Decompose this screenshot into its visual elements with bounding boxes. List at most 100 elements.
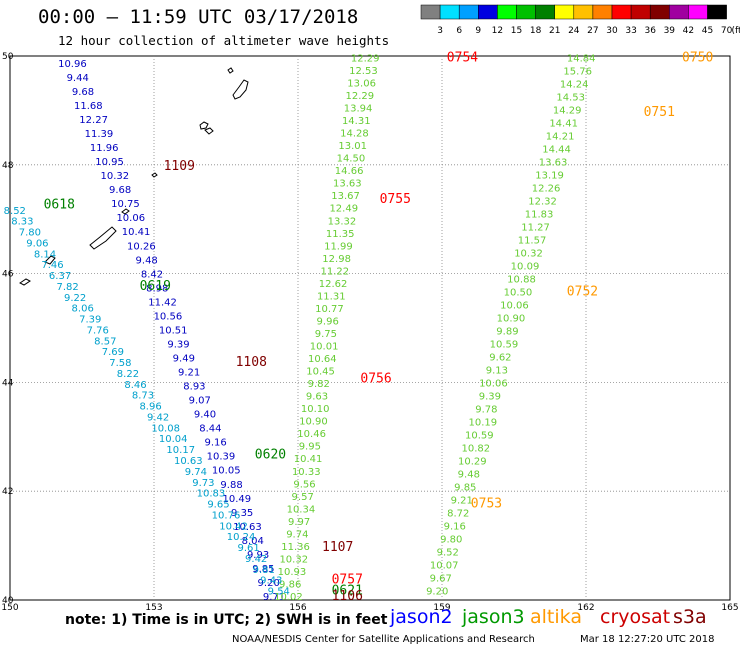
swh-value: 8.98 [146, 283, 168, 294]
legend-jason2: jason2 [390, 606, 453, 628]
swh-value: 11.39 [85, 129, 114, 140]
swh-value: 10.77 [315, 304, 344, 315]
swh-value: 10.83 [197, 489, 226, 500]
swh-value: 9.75 [315, 329, 337, 340]
colorbar-label: 21 [549, 26, 560, 36]
swh-value: 9.16 [205, 438, 227, 449]
swh-value: 8.14 [34, 249, 56, 260]
swh-value: 9.49 [173, 353, 195, 364]
swh-value: 9.62 [489, 353, 511, 364]
colorbar-label: 70 [721, 26, 733, 36]
swh-value: 10.34 [287, 504, 316, 515]
colorbar-label: 18 [530, 26, 542, 36]
swh-value: 10.07 [430, 561, 459, 572]
swh-value: 9.39 [479, 392, 501, 403]
swh-value: 12.29 [351, 53, 380, 64]
swh-value: 8.42 [141, 269, 163, 280]
swh-value: 10.10 [301, 404, 330, 415]
swh-value: 8.04 [242, 536, 264, 547]
swh-value: 10.96 [58, 59, 87, 70]
pass-label: 0752 [567, 284, 598, 299]
pass-label: 1106 [332, 589, 363, 604]
page-title: 00:00 – 11:59 UTC 03/17/2018 [38, 6, 359, 28]
colorbar-swatch [707, 4, 727, 20]
swh-value: 10.26 [127, 241, 156, 252]
colorbar-label: 42 [683, 26, 694, 36]
swh-value: 12.29 [346, 91, 375, 102]
swh-value: 14.31 [342, 116, 371, 127]
swh-value: 9.85 [454, 483, 476, 494]
swh-value: 9.20 [258, 578, 280, 589]
footer-timestamp: Mar 18 12:27:20 UTC 2018 [580, 634, 715, 645]
swh-value: 7.69 [102, 347, 124, 358]
swh-value: 9.06 [26, 238, 48, 249]
swh-value: 14.29 [553, 105, 582, 116]
swh-value: 9.20 [426, 587, 448, 598]
swh-value: 9.63 [306, 392, 328, 403]
swh-value: 14.66 [335, 166, 364, 177]
swh-value: 9.68 [72, 87, 94, 98]
pass-label: 1107 [322, 540, 353, 555]
lon-tick-label: 153 [145, 603, 162, 613]
swh-value: 8.46 [124, 380, 146, 391]
island-outline [121, 208, 130, 215]
swh-value: 11.35 [326, 229, 355, 240]
swh-value: 9.78 [475, 405, 497, 416]
swh-value: 8.96 [139, 402, 161, 413]
page-subtitle: 12 hour collection of altimeter wave hei… [58, 33, 390, 48]
swh-value: 9.42 [147, 412, 169, 423]
colorbar-label: 24 [568, 26, 580, 36]
swh-value: 13.19 [535, 170, 564, 181]
swh-value: 9.07 [189, 396, 211, 407]
swh-value: 10.05 [212, 466, 241, 477]
swh-value: 12.27 [79, 115, 108, 126]
legend-cryosat: cryosat [600, 606, 671, 628]
swh-value: 14.21 [546, 131, 575, 142]
swh-value: 10.17 [166, 445, 195, 456]
island-outline [232, 79, 249, 100]
swh-value: 9.39 [167, 339, 189, 350]
swh-value: 10.06 [500, 300, 529, 311]
swh-value: 10.50 [504, 287, 533, 298]
swh-value: 12.98 [322, 254, 351, 265]
lon-tick-label: 165 [721, 603, 738, 613]
swh-value: 7.39 [79, 315, 101, 326]
note-text: note: 1) Time is in UTC; 2) SWH is in fe… [65, 612, 388, 628]
colorbar-label: 3 [437, 26, 443, 36]
swh-value: 10.33 [292, 467, 321, 478]
swh-value: 9.43 [260, 576, 282, 587]
swh-value: 10.90 [299, 417, 328, 428]
lon-tick-label: 150 [1, 603, 18, 613]
swh-value: 12.26 [532, 183, 561, 194]
legend-s3a: s3a [673, 606, 707, 628]
pass-label: 0618 [44, 197, 75, 212]
pass-label: 0754 [447, 50, 478, 65]
swh-value: 10.02 [274, 592, 303, 603]
island-outline [227, 67, 234, 74]
swh-value: 8.33 [11, 217, 33, 228]
swh-value: 10.51 [159, 325, 188, 336]
swh-value: 8.73 [132, 391, 154, 402]
swh-value: 12.49 [329, 204, 358, 215]
swh-value: 14.24 [560, 79, 589, 90]
pass-label: 0621 [332, 584, 363, 599]
lat-tick-label: 44 [2, 378, 14, 388]
swh-value: 10.32 [514, 248, 543, 259]
swh-value: 9.89 [496, 327, 518, 338]
lat-tick-label: 40 [2, 596, 14, 606]
swh-value: 9.61 [237, 543, 259, 554]
swh-value: 14.84 [567, 53, 596, 64]
swh-value: 10.88 [507, 274, 536, 285]
swh-value: 13.06 [347, 78, 376, 89]
swh-value: 10.63 [174, 456, 203, 467]
swh-value: 14.28 [340, 129, 369, 140]
swh-value: 8.72 [447, 509, 469, 520]
swh-value: 9.96 [317, 316, 339, 327]
swh-value: 10.49 [223, 494, 252, 505]
swh-value: 10.82 [462, 444, 491, 455]
swh-value: 10.63 [233, 522, 262, 533]
swh-value: 8.57 [94, 336, 116, 347]
swh-value: 8.22 [117, 369, 139, 380]
swh-value: 10.76 [212, 510, 241, 521]
